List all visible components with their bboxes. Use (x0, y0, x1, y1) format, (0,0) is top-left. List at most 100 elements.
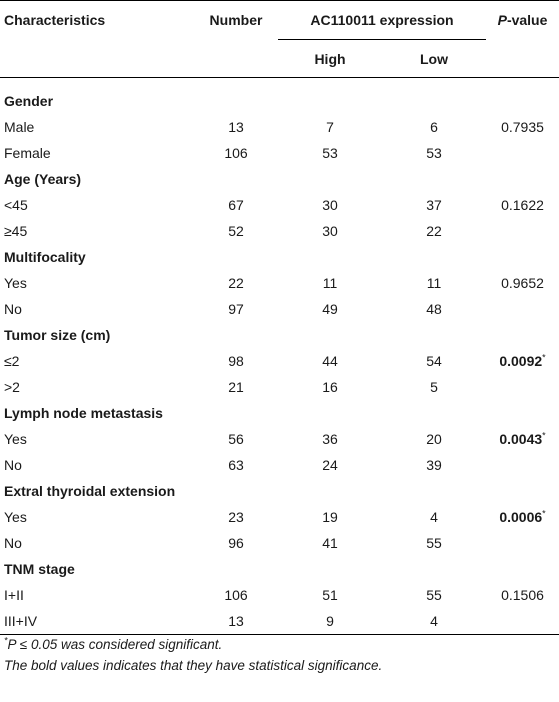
row-p-value: 0.0092* (486, 348, 559, 374)
table-row: Yes 22 11 11 0.9652 (0, 270, 559, 296)
row-low: 22 (426, 223, 442, 239)
row-p-value (486, 608, 559, 635)
row-number: 106 (224, 145, 248, 161)
row-high: 16 (322, 379, 338, 395)
row-number: 21 (228, 379, 244, 395)
p-value-text: 0.1622 (501, 197, 544, 213)
row-low: 53 (426, 145, 442, 161)
row-label: No (4, 535, 22, 551)
row-p-value (486, 218, 559, 244)
header-high: High (278, 39, 382, 78)
row-low: 4 (430, 509, 438, 525)
footnote-p: P (7, 637, 17, 652)
row-low: 39 (426, 457, 442, 473)
group-title: Gender (4, 93, 54, 109)
row-high: 49 (322, 301, 338, 317)
row-p-value (486, 140, 559, 166)
row-label: III+IV (0, 608, 194, 635)
p-value-text: 0.0006 (499, 509, 543, 525)
group-title: TNM stage (4, 561, 75, 577)
characteristics-table: Characteristics Number AC110011 expressi… (0, 0, 559, 635)
row-low: 5 (430, 379, 438, 395)
table-row: No 63 24 39 (0, 452, 559, 478)
row-p-value: 0.7935 (486, 114, 559, 140)
header-row-1: Characteristics Number AC110011 expressi… (0, 0, 559, 40)
row-label: No (4, 301, 22, 317)
row-number: 67 (228, 197, 244, 213)
row-low: 37 (426, 197, 442, 213)
row-number: 52 (228, 223, 244, 239)
row-low: 11 (426, 275, 442, 291)
group-header-row: Tumor size (cm) (0, 322, 559, 348)
header-expression: AC110011 expression (278, 0, 486, 40)
row-p-value (486, 452, 559, 478)
p-value-text: 0.9652 (501, 275, 544, 291)
significance-marker: * (542, 508, 546, 519)
group-header-row: Extral thyroidal extension (0, 478, 559, 504)
row-high: 9 (278, 608, 382, 635)
table-row: Yes 23 19 4 0.0006* (0, 504, 559, 530)
row-low: 4 (382, 608, 486, 635)
row-low: 20 (426, 431, 442, 447)
row-number: 98 (228, 353, 244, 369)
group-header-row: Lymph node metastasis (0, 400, 559, 426)
row-number: 22 (228, 275, 244, 291)
footnote-bold: The bold values indicates that they have… (4, 658, 383, 673)
header-p-value: P-value (486, 0, 559, 40)
table-row: Yes 56 36 20 0.0043* (0, 426, 559, 452)
row-p-value: 0.1622 (486, 192, 559, 218)
significance-marker: * (542, 430, 546, 441)
group-title: Multifocality (4, 249, 86, 265)
row-high: 36 (322, 431, 338, 447)
header-characteristics: Characteristics (0, 0, 194, 40)
table-footnotes: *P ≤ 0.05 was considered significant. Th… (4, 634, 382, 676)
row-label: Yes (4, 275, 27, 291)
row-high: 19 (322, 509, 338, 525)
footnote-significance: *P ≤ 0.05 was considered significant. (4, 634, 382, 655)
row-number: 23 (228, 509, 244, 525)
table-row: Female 106 53 53 (0, 140, 559, 166)
row-high: 53 (322, 145, 338, 161)
row-low: 54 (426, 353, 442, 369)
row-p-value (486, 296, 559, 322)
header-p-italic: P (497, 12, 507, 29)
group-header-row: TNM stage (0, 556, 559, 582)
table-row: >2 21 16 5 (0, 374, 559, 400)
row-number: 63 (228, 457, 244, 473)
row-label: Yes (4, 509, 27, 525)
row-p-value: 0.0043* (486, 426, 559, 452)
header-p-rest: -value (506, 12, 548, 29)
footnote-text: ≤ 0.05 was considered significant. (16, 637, 223, 652)
header-number: Number (194, 0, 278, 40)
row-low: 48 (426, 301, 442, 317)
row-number: 97 (228, 301, 244, 317)
row-high: 51 (322, 587, 338, 603)
row-number: 56 (228, 431, 244, 447)
table-row: ≥45 52 30 22 (0, 218, 559, 244)
group-title: Tumor size (cm) (4, 327, 111, 343)
row-high: 30 (322, 223, 338, 239)
row-label: Yes (4, 431, 27, 447)
row-high: 11 (322, 275, 338, 291)
row-high: 44 (322, 353, 338, 369)
p-value-text: 0.0092 (499, 353, 543, 369)
row-number: 96 (228, 535, 244, 551)
group-title: Age (Years) (4, 171, 82, 187)
table-row: No 96 41 55 (0, 530, 559, 556)
row-label: <45 (4, 197, 28, 213)
group-header-row: Multifocality (0, 244, 559, 270)
row-p-value: 0.9652 (486, 270, 559, 296)
row-low: 55 (426, 535, 442, 551)
row-high: 41 (322, 535, 338, 551)
table-row: I+II 106 51 55 0.1506 (0, 582, 559, 608)
row-p-value (486, 530, 559, 556)
row-label: Female (4, 145, 51, 161)
footnote-star: * (4, 635, 8, 646)
group-header-row: Gender (0, 88, 559, 114)
group-header-row: Age (Years) (0, 166, 559, 192)
group-title: Extral thyroidal extension (4, 483, 176, 499)
row-label: No (4, 457, 22, 473)
row-p-value (486, 374, 559, 400)
row-p-value: 0.0006* (486, 504, 559, 530)
row-label: ≥45 (4, 223, 28, 239)
